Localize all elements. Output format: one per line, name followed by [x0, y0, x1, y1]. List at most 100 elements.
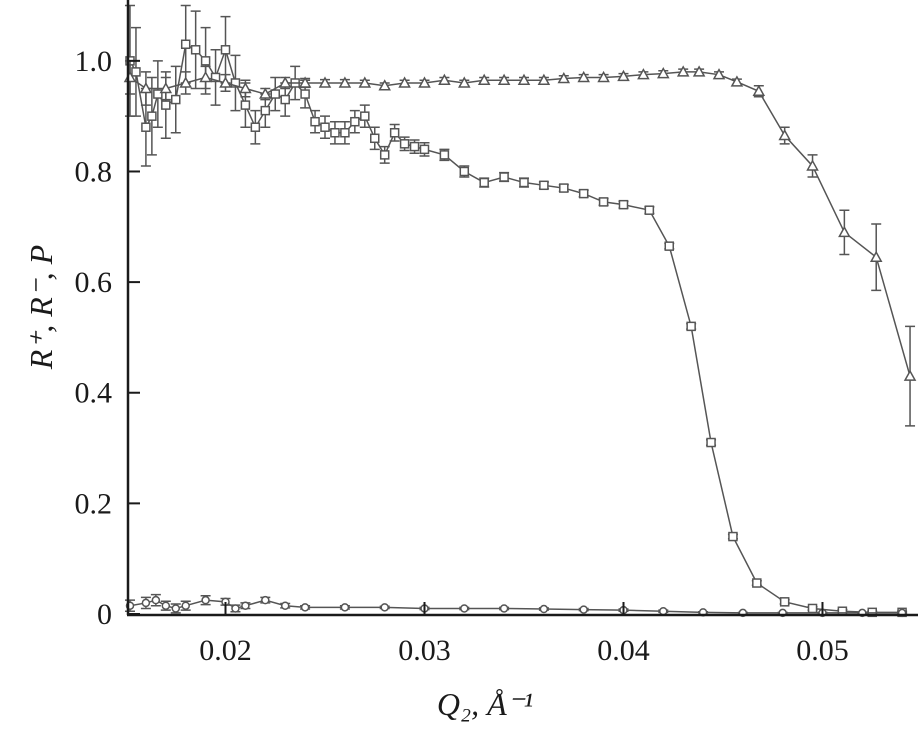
data-point	[409, 141, 420, 152]
data-point	[706, 437, 716, 448]
data-point	[557, 72, 571, 84]
data-point	[752, 84, 766, 97]
data-point	[131, 67, 141, 77]
data-point	[280, 601, 290, 610]
data-point	[499, 604, 509, 613]
data-point	[330, 128, 340, 138]
data-point	[598, 197, 609, 207]
y-tick-label: 0	[97, 598, 112, 631]
data-point	[370, 133, 380, 144]
y-tick-label: 1.0	[75, 45, 113, 78]
data-point	[752, 578, 762, 588]
data-point	[171, 604, 181, 613]
data-point	[179, 76, 192, 88]
data-point	[180, 39, 191, 50]
data-point	[644, 205, 655, 215]
plot-marks	[123, 4, 917, 618]
data-point	[199, 70, 212, 83]
data-point	[497, 73, 511, 85]
data-point	[278, 76, 292, 88]
data-point	[778, 128, 791, 141]
data-point	[378, 79, 391, 91]
data-point	[578, 188, 589, 199]
data-point	[380, 603, 389, 612]
data-point	[477, 73, 491, 85]
data-point	[147, 111, 157, 121]
data-point	[458, 76, 471, 88]
data-point	[807, 603, 818, 614]
data-point	[350, 116, 360, 127]
data-point	[159, 81, 173, 94]
axis-ticks: 0 0.2 0.4 0.6 0.8 1.0 0.02 0.03 0.04 0.05	[75, 45, 849, 667]
data-point	[280, 94, 290, 105]
data-point	[340, 128, 350, 138]
data-point	[577, 70, 590, 83]
data-point	[559, 183, 569, 193]
data-point	[418, 76, 431, 88]
data-point	[260, 105, 271, 116]
data-point	[519, 177, 529, 188]
data-point	[141, 122, 151, 132]
data-point	[399, 139, 410, 149]
y-tick-label: 0.6	[75, 266, 113, 299]
data-point	[250, 122, 261, 132]
data-point	[869, 250, 883, 262]
data-point	[298, 76, 312, 88]
data-point	[686, 321, 696, 332]
data-point	[499, 172, 509, 182]
data-point	[618, 199, 629, 210]
data-point	[730, 75, 744, 87]
data-point	[139, 81, 153, 94]
data-point	[201, 595, 210, 605]
series-line	[129, 71, 911, 377]
data-point	[712, 68, 726, 80]
data-point	[190, 45, 201, 55]
data-point	[657, 67, 670, 79]
data-point	[261, 595, 270, 605]
x-tick-label: 0.02	[199, 634, 252, 667]
data-point	[664, 241, 675, 251]
data-point	[239, 81, 252, 94]
data-point	[320, 122, 330, 132]
data-point	[676, 65, 690, 77]
data-point	[659, 606, 668, 616]
y-tick-label: 0.4	[75, 377, 113, 410]
data-point	[300, 603, 310, 612]
data-point	[161, 100, 171, 110]
x-tick-label: 0.04	[597, 634, 650, 667]
data-point	[181, 601, 190, 610]
data-point	[617, 69, 630, 82]
data-point	[389, 128, 400, 138]
y-tick-label: 0.8	[75, 155, 113, 188]
data-point	[579, 605, 588, 614]
data-point	[230, 78, 241, 88]
data-point	[728, 531, 738, 542]
data-point	[419, 144, 430, 155]
data-point	[360, 111, 370, 121]
data-point	[240, 100, 251, 110]
data-point	[151, 595, 161, 605]
data-point	[539, 604, 549, 614]
series-line	[129, 43, 903, 614]
data-point	[637, 68, 650, 80]
data-point	[259, 87, 272, 99]
data-point	[338, 76, 352, 88]
data-point	[398, 76, 411, 88]
x-tick-label: 0.03	[398, 634, 451, 667]
series-line	[129, 599, 903, 614]
data-point	[161, 601, 171, 610]
x-axis-label: Q₂, Å⁻¹	[437, 686, 533, 722]
data-point	[219, 76, 232, 88]
data-point	[806, 159, 819, 171]
series-square	[124, 4, 908, 618]
y-axis-label: R⁺, R⁻, P	[23, 245, 59, 370]
data-point	[340, 603, 350, 612]
data-point	[537, 73, 551, 85]
data-point	[318, 76, 332, 88]
data-point	[153, 89, 163, 99]
data-point	[539, 180, 549, 191]
series-triangle	[123, 60, 917, 427]
data-point	[310, 116, 320, 127]
data-point	[459, 166, 470, 177]
